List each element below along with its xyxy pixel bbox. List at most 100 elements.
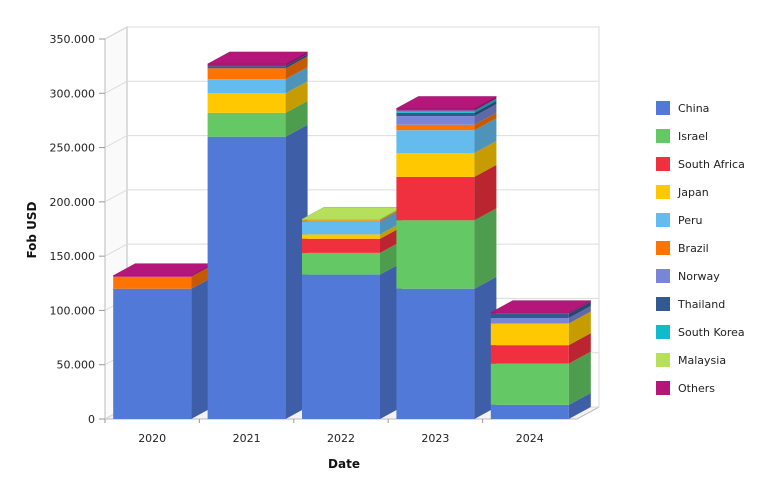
bar-segment [207,67,308,94]
bar-side [285,51,308,67]
legend-swatch [656,157,670,171]
legend-item-malaysia[interactable]: Malaysia [656,346,745,374]
bar-side [568,333,591,364]
bar-segment [396,141,497,177]
axis-ticks: 0 50.000 100.000 150.000 200.000 250.000 300.0… [50,33,544,445]
legend-item-brazil[interactable]: Brazil [656,234,745,262]
bar-front-brazil [302,220,380,222]
bar-front-norway [490,318,569,324]
legend-label: South Africa [678,157,745,171]
bar-side [285,81,308,113]
bar-segment [302,262,402,419]
bar-front-brazil [207,68,286,80]
legend-item-japan[interactable]: Japan [656,178,745,206]
bar-front-south-korea [396,110,475,113]
legend-swatch [656,297,670,311]
bar-front-thailand [396,112,475,117]
bar-side [568,351,591,405]
bar-top [207,51,308,65]
bar-front-israel [490,363,569,405]
bar-side [285,100,308,137]
legend-swatch [656,241,670,255]
legend-label: Norway [678,269,720,283]
bar-front-china [207,136,286,419]
bar-segment [490,351,591,405]
bars [113,51,591,419]
bar-segment [396,98,497,113]
bar-segment [490,306,591,324]
bar-side [474,100,497,117]
legend-swatch [656,269,670,283]
bar-side [474,98,497,113]
legend-item-china[interactable]: China [656,94,745,122]
legend-item-south-korea[interactable]: South Korea [656,318,745,346]
y-tick-label: 350.000 [50,33,96,46]
bar-front-peru [207,79,286,94]
bar-segment [396,164,497,221]
legend-item-south-africa[interactable]: South Africa [656,150,745,178]
legend-item-peru[interactable]: Peru [656,206,745,234]
legend-swatch [656,101,670,115]
legend-label: South Korea [678,325,745,339]
bar-front-thailand [207,66,286,69]
bar-top [396,96,497,109]
bar-side [285,54,308,69]
y-axis-title: Fob USD [25,201,39,258]
bar-front-malaysia [302,219,380,221]
bar-front-south-africa [396,176,475,221]
bar-side [285,56,308,80]
bar-top [490,300,591,313]
bar-segment [207,124,308,419]
legend-item-thailand[interactable]: Thailand [656,290,745,318]
bar-front-south-africa [302,238,380,253]
y-tick-label: 0 [88,413,95,426]
bar-front-brazil [396,124,475,131]
bar-segment [396,208,497,289]
bar-segment [490,392,591,419]
bar-front-thailand [490,313,569,319]
x-tick-label: 2023 [421,432,449,445]
bar-side [568,311,591,346]
legend-label: Japan [678,185,709,199]
legend-item-israel[interactable]: Israel [656,122,745,150]
bar-front-japan [207,93,286,113]
bar-side [568,306,591,324]
bar-side [474,118,497,153]
bar-front-others [396,108,475,111]
legend-label: China [678,101,710,115]
bar-front-norway [396,116,475,125]
legend-label: Brazil [678,241,709,255]
legend-swatch [656,129,670,143]
bar-segment [396,118,497,153]
bar-front-japan [396,153,475,177]
y-tick-label: 50.000 [57,359,96,372]
bar-segment [396,96,497,111]
bar-side [474,141,497,177]
bar-segment [207,81,308,113]
legend-label: Thailand [678,297,726,311]
bar-front-peru [302,221,380,235]
bar-front-china [490,404,569,419]
bar-front-south-africa [490,345,569,364]
legend-swatch [656,381,670,395]
bar-front-japan [490,323,569,346]
bar-side [568,301,591,319]
legend-swatch [656,185,670,199]
bar-front-china [396,288,475,419]
gridline [104,80,599,94]
bar-segment [113,276,214,419]
bar-front-china [302,274,380,419]
bar-side [474,96,497,111]
bar-front-peru [396,130,475,153]
bar-side [474,104,497,125]
bar-side [285,67,308,94]
x-tick-label: 2021 [233,432,261,445]
bar-segment [207,51,308,67]
legend-item-norway[interactable]: Norway [656,262,745,290]
bar-front-israel [207,112,286,137]
bar-segment [490,311,591,346]
legend-item-others[interactable]: Others [656,374,745,402]
bar-front-israel [396,220,475,289]
bar-segment [396,104,497,125]
bar-side [568,392,591,419]
